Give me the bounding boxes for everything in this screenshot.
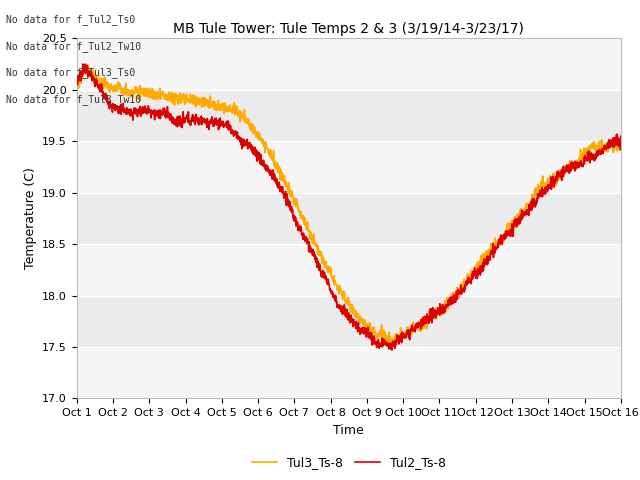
Tul3_Ts-8 [502,227,509,233]
Tul2_Ts-8 [79,61,86,67]
Line: Tul3_Ts-8: Tul3_Ts-8 [77,64,621,344]
Text: No data for f_Tul2_Tw10: No data for f_Tul2_Tw10 [6,41,141,52]
Text: No data for f_Tul3_Tw10: No data for f_Tul3_Tw10 [6,94,141,105]
Tul2_Ts-8 [602,144,609,149]
Tul2_Ts-8 [73,83,81,88]
Bar [77,38,621,90]
Bar [77,141,621,192]
Tul3_Ts-8 [323,267,331,273]
Legend: Tul3_Ts-8, Tul2_Ts-8: Tul3_Ts-8, Tul2_Ts-8 [246,452,451,474]
Title: MB Tule Tower: Tule Temps 2 & 3 (3/19/14-3/23/17): MB Tule Tower: Tule Temps 2 & 3 (3/19/14… [173,22,524,36]
Bar [77,347,621,398]
Bar [77,244,621,296]
Text: No data for f_Tul3_Ts0: No data for f_Tul3_Ts0 [6,67,136,78]
Tul2_Ts-8 [323,281,331,287]
Tul3_Ts-8 [82,61,90,67]
Tul2_Ts-8 [101,95,109,100]
Tul2_Ts-8 [617,133,625,139]
Line: Tul2_Ts-8: Tul2_Ts-8 [77,64,621,350]
Tul3_Ts-8 [390,341,397,347]
Tul3_Ts-8 [338,290,346,296]
Tul2_Ts-8 [602,144,609,150]
Text: No data for f_Tul2_Ts0: No data for f_Tul2_Ts0 [6,14,136,25]
Tul2_Ts-8 [388,347,396,353]
Tul2_Ts-8 [502,228,509,234]
Tul3_Ts-8 [617,142,625,147]
X-axis label: Time: Time [333,424,364,437]
Tul2_Ts-8 [338,303,346,309]
Tul3_Ts-8 [73,79,81,85]
Tul3_Ts-8 [101,74,109,80]
Tul3_Ts-8 [602,148,609,154]
Y-axis label: Temperature (C): Temperature (C) [24,168,36,269]
Tul3_Ts-8 [602,148,609,154]
